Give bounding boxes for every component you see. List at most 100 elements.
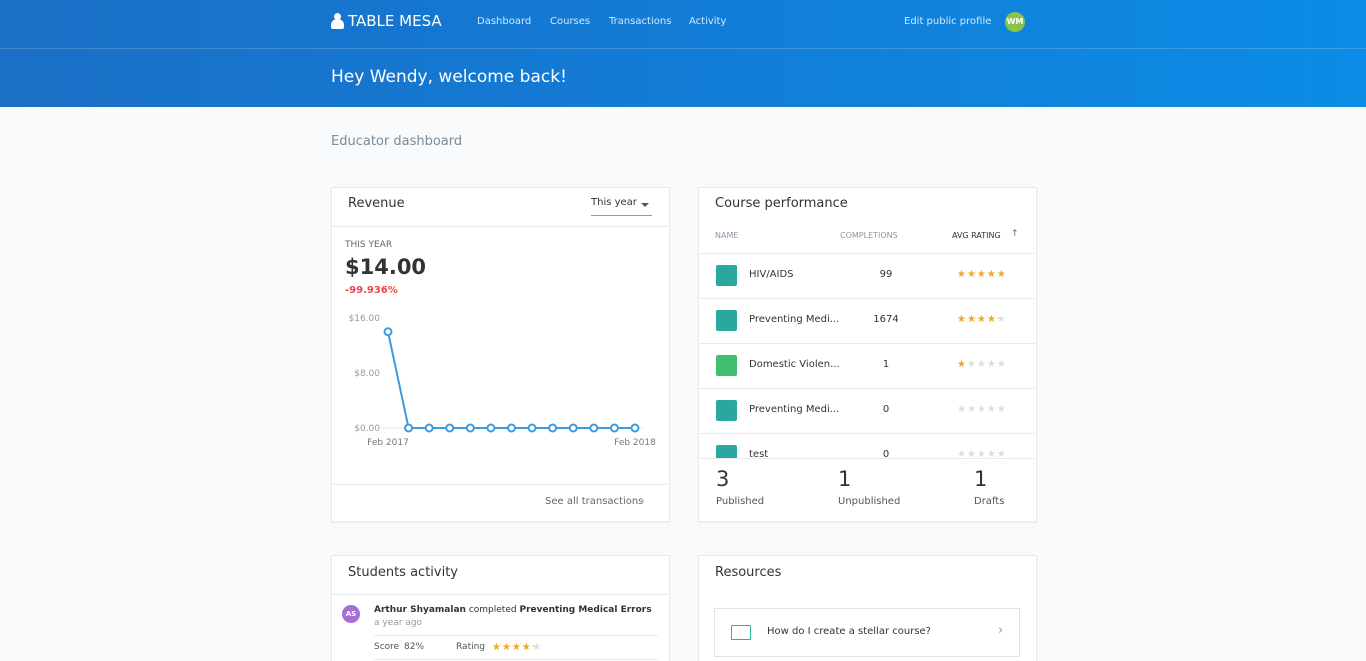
stars-filled: ★★★★★ [957, 359, 967, 370]
column-header[interactable]: AVG RATING [952, 231, 1001, 240]
data-point [383, 327, 393, 337]
dropdown-caret[interactable] [641, 203, 649, 207]
data-point [630, 423, 640, 433]
nav-link[interactable]: Dashboard [477, 16, 532, 27]
student-name[interactable]: Arthur Shyamalan [374, 605, 466, 615]
data-point [548, 423, 558, 433]
course-name[interactable]: HIV/AIDS [749, 269, 794, 280]
stars-empty: ★★★★★ [957, 449, 1007, 458]
divider [699, 343, 1035, 344]
x-tick-label: Feb 2018 [614, 438, 656, 448]
revenue-line [387, 331, 635, 429]
divider [374, 659, 658, 660]
student-avatar: AS [342, 605, 360, 623]
stars-empty: ★★★★★ [957, 269, 1007, 280]
course-icon [716, 445, 737, 458]
divider [699, 253, 1035, 254]
select-underline [591, 215, 652, 216]
star-rating: ★★★★★★★★★★ [957, 359, 1009, 371]
star-rating: ★★★★★★★★★★ [957, 314, 1009, 326]
revenue-change: -99.936% [345, 285, 398, 296]
activity-text: Arthur Shyamalan completed Preventing Me… [374, 605, 652, 615]
resource-title[interactable]: How do I create a stellar course? [767, 626, 931, 637]
logo-icon [331, 13, 344, 30]
see-all-link[interactable]: See all transactions [545, 496, 644, 507]
edit-profile-link[interactable]: Edit public profile [904, 16, 992, 27]
revenue-chart: $0.00 $8.00 $16.00 Feb 2017 Feb 2018 [349, 314, 657, 448]
resource-item[interactable] [714, 608, 1020, 657]
stars-filled: ★★★★★ [957, 314, 999, 325]
nav-link[interactable]: Activity [689, 16, 727, 27]
section-title: Educator dashboard [331, 134, 463, 149]
students-activity-card [331, 555, 670, 661]
divider [332, 226, 668, 227]
divider [699, 458, 1035, 459]
stat-label[interactable]: Published [716, 496, 765, 507]
nav-link[interactable]: Transactions [609, 16, 672, 27]
course-name[interactable]: test [749, 449, 769, 458]
revenue-total: $14.00 [345, 255, 427, 279]
column-header[interactable]: COMPLETIONS [840, 231, 898, 240]
chevron: › [998, 623, 1004, 638]
card-title: Revenue [348, 196, 405, 211]
star-rating: ★★★★★★★★★★ [957, 449, 1009, 458]
completions: 1674 [873, 314, 899, 325]
course-name[interactable]: Preventing Medical Errors [519, 605, 652, 615]
completions: 0 [882, 449, 890, 458]
period-label: THIS YEAR [345, 240, 393, 250]
data-point [486, 423, 496, 433]
nav-link[interactable]: Courses [550, 16, 591, 27]
y-tick-label: $16.00 [349, 314, 381, 324]
data-point [445, 423, 455, 433]
stat-count: 3 [716, 467, 730, 491]
course-name[interactable]: Preventing Medi... [749, 404, 840, 415]
header [0, 0, 1366, 107]
star-rating: ★★★★★★★★★★ [957, 404, 1009, 416]
course-name[interactable]: Domestic Violen... [749, 359, 840, 370]
completions: 0 [882, 404, 890, 415]
period-select[interactable]: This year [591, 197, 637, 208]
divider [332, 484, 668, 485]
y-tick-label: $8.00 [354, 369, 380, 379]
stars-filled: ★★★★★ [957, 269, 1004, 280]
course-name[interactable]: Preventing Medi... [749, 314, 840, 325]
divider [374, 635, 658, 636]
course-icon [716, 265, 737, 286]
rating-label: Rating [456, 642, 486, 652]
card-title: Course performance [715, 196, 848, 211]
data-point [465, 423, 475, 433]
divider [332, 594, 668, 595]
x-tick-label: Feb 2017 [367, 438, 409, 448]
divider [699, 298, 1035, 299]
card-title: Students activity [348, 565, 458, 580]
score-value: 82% [404, 642, 425, 652]
data-point [527, 423, 537, 433]
course-icon [716, 400, 737, 421]
data-point [424, 423, 434, 433]
brand[interactable]: TABLE MESA [348, 12, 442, 30]
data-point [589, 423, 599, 433]
data-point [609, 423, 619, 433]
user-avatar[interactable]: WM [1005, 12, 1025, 32]
stat-label[interactable]: Unpublished [838, 496, 901, 507]
sort-arrow: ↑ [1011, 229, 1019, 239]
stat-count: 1 [974, 467, 988, 491]
course-icon [716, 355, 737, 376]
course-list: HIV/AIDS 99 ★★★★★ ★★★★★ Preventing Medi... 16… [699, 254, 1035, 458]
nav-divider [0, 48, 1366, 49]
chevron: › [641, 496, 645, 507]
stars-empty: ★★★★★ [492, 642, 542, 653]
revenue-card [331, 187, 670, 522]
completions: 1 [882, 359, 890, 370]
star-rating: ★★★★★★★★★★ [957, 269, 1009, 281]
stat-count: 1 [838, 467, 852, 491]
y-tick-label: $0.00 [354, 424, 380, 434]
column-header[interactable]: NAME [715, 231, 739, 240]
divider [699, 433, 1035, 434]
stars-empty: ★★★★★ [957, 314, 1007, 325]
star-rating: ★★★★★★★★★★ [492, 642, 544, 654]
stat-label[interactable]: Drafts [974, 496, 1005, 507]
card-title: Resources [715, 565, 782, 580]
divider [699, 388, 1035, 389]
